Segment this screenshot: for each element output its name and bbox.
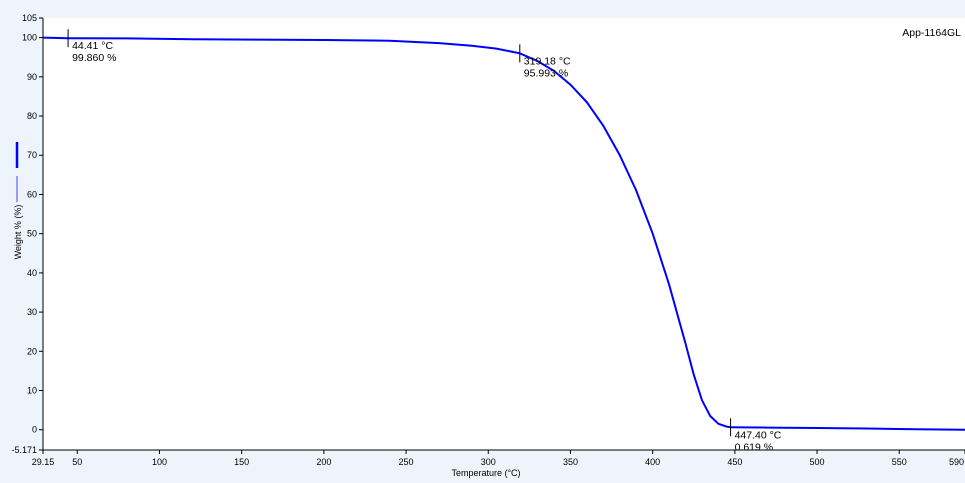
y-ticks: -5.171 0 10 20 30 40 50 60 70 80 90 100 105 [11, 13, 43, 455]
y-tick-label: 70 [27, 150, 37, 160]
x-tick-label: 500 [810, 457, 825, 467]
x-tick-label: 250 [399, 457, 414, 467]
y-tick-label: 10 [27, 386, 37, 396]
x-tick-label: 100 [152, 457, 167, 467]
y-tick-label: 30 [27, 307, 37, 317]
x-tick-label: 50 [72, 457, 82, 467]
y-tick-label: 50 [27, 229, 37, 239]
x-tick-label: 150 [234, 457, 249, 467]
weight-curve [42, 36, 965, 431]
x-tick-label: 350 [563, 457, 578, 467]
y-tick-label: 40 [27, 268, 37, 278]
x-axis-title: Temperature (°C) [451, 468, 520, 478]
annotations: 44.41 °C99.860 % 319.18 °C95.993 % 447.40 … [67, 29, 782, 453]
x-tick-label: 450 [727, 457, 742, 467]
y-tick-label: 105 [22, 13, 37, 23]
annotation-temperature: 44.41 °C [72, 40, 113, 52]
y-tick-label: 80 [27, 111, 37, 121]
y-tick-label: 60 [27, 189, 37, 199]
x-tick-label: 590 [949, 457, 964, 467]
y-tick-label: 100 [22, 33, 37, 43]
x-tick-label: 200 [316, 457, 331, 467]
annotation-weight: 99.860 % [72, 52, 116, 64]
y-axis-title: Weight % (%) [13, 205, 23, 260]
x-tick-label: 300 [481, 457, 496, 467]
annotation-temperature: 447.40 °C [735, 429, 782, 441]
annotation-temperature: 319.18 °C [524, 55, 571, 67]
x-tick-label: 550 [892, 457, 907, 467]
x-tick-label: 400 [645, 457, 660, 467]
annotation-weight: 95.993 % [524, 67, 568, 79]
sample-name: App-1164GL [902, 27, 961, 39]
plot-area [43, 18, 965, 450]
x-ticks: 29.15 50 100 150 200 250 300 350 400 450 500 550 590 [32, 450, 965, 467]
annotation-weight: 0.619 % [735, 441, 774, 453]
y-tick-label: -5.171 [11, 445, 37, 455]
y-tick-label: 90 [27, 72, 37, 82]
x-tick-label: 29.15 [32, 457, 55, 467]
y-tick-label: 20 [27, 346, 37, 356]
y-tick-label: 0 [32, 425, 37, 435]
